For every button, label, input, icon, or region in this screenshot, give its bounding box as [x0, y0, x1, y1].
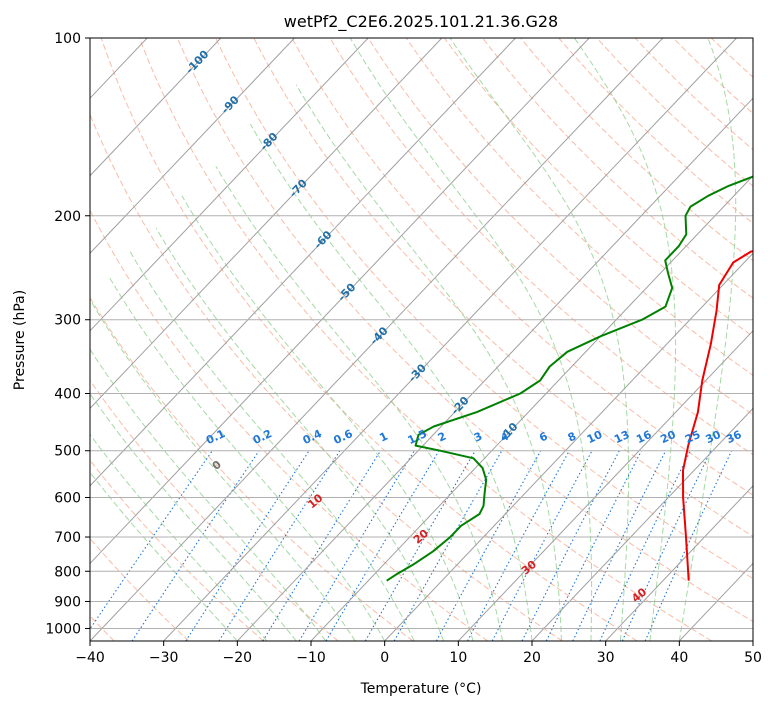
- mixing-ratio-line: [90, 450, 213, 630]
- moist-adiabat-line: [90, 392, 297, 641]
- isotherm-line: [90, 38, 590, 565]
- mixing-ratio-label: 10: [585, 428, 605, 446]
- x-tick-label: −20: [223, 650, 253, 666]
- mixing-ratio-label: 20: [658, 428, 678, 446]
- isotherms: [90, 38, 753, 641]
- mixing-ratio-label: 16: [634, 428, 654, 446]
- moist-adiabat-line: [90, 433, 268, 641]
- isotherm-line: [90, 38, 664, 641]
- mixing-ratio-line: [621, 450, 712, 641]
- mixing-ratio-line: [393, 450, 503, 641]
- mixing-ratio-line: [262, 450, 382, 641]
- dry-adiabat-line: [90, 296, 414, 641]
- y-tick-label: 700: [54, 530, 81, 546]
- moist-adiabat-line: [90, 298, 356, 641]
- moist-adiabat-line: [181, 195, 474, 641]
- moist-adiabat-line: [349, 38, 593, 641]
- isotherm-line: [236, 97, 753, 641]
- dry-adiabat-line: [215, 38, 753, 580]
- dry-adiabat-line: [90, 459, 264, 641]
- dry-adiabats: [90, 38, 753, 641]
- moist-adiabat-line: [109, 277, 386, 641]
- dry-adiabat-line: [443, 38, 753, 338]
- y-tick-label: 900: [54, 594, 81, 610]
- x-axis-label: Temperature (°C): [360, 681, 482, 697]
- mixing-ratio-label: 13: [612, 428, 631, 446]
- dry-adiabat-line: [100, 38, 638, 641]
- y-tick-label: 1000: [45, 621, 81, 637]
- mixing-ratio-label: 36: [724, 428, 744, 446]
- plot-frame: [89, 37, 754, 642]
- dry-adiabat-line: [329, 38, 753, 456]
- moist-adiabat-line: [215, 166, 503, 641]
- x-tick-label: 30: [597, 650, 615, 666]
- isotherm-line: [384, 252, 753, 641]
- moist-adiabats: [90, 38, 737, 641]
- x-tick-label: 20: [523, 650, 541, 666]
- dewpoint-line: [386, 175, 753, 582]
- mixing-ratio-line: [521, 450, 620, 641]
- isotherm-line: [90, 38, 516, 487]
- x-axis-ticks: −40 −30 −20 −10 0 10 20 30 40 50: [75, 641, 762, 666]
- mixing-ratio-line: [185, 450, 310, 641]
- y-tick-label: 500: [54, 444, 81, 460]
- moist-adiabat-line: [295, 84, 562, 641]
- isotherm-line: [531, 407, 753, 641]
- dry-adiabat-line: [90, 113, 563, 641]
- x-tick-label: −30: [149, 650, 179, 666]
- isotherm-line: [605, 485, 753, 641]
- moist-adiabat-line: [449, 38, 629, 641]
- mixing-ratio-label: 25: [683, 428, 702, 446]
- dry-adiabat-line: [405, 38, 753, 376]
- moist-adiabat-line: [573, 38, 677, 641]
- x-tick-label: 50: [744, 650, 762, 666]
- isotherm-line: [163, 38, 737, 641]
- mixing-ratio-line: [435, 450, 542, 641]
- x-tick-label: 0: [380, 650, 389, 666]
- isotherm-line: [457, 330, 753, 641]
- moist-adiabat-line: [155, 228, 445, 641]
- isotherm-line: [90, 38, 295, 255]
- moist-adiabat-line: [678, 38, 737, 641]
- moist-adiabat-line: [129, 251, 415, 641]
- chart-title: wetPf2_C2E6.2025.101.21.36.G28: [284, 12, 558, 32]
- isotherm-line: [90, 38, 369, 332]
- moist-adiabat-line: [90, 348, 327, 641]
- y-tick-label: 800: [54, 564, 81, 580]
- y-axis-ticks: 100 200 300 400 500 600 700 800 900 1000: [45, 31, 90, 637]
- dry-adiabat-line: [176, 38, 753, 623]
- temperature-line: [682, 250, 753, 581]
- isotherm-line: [90, 38, 222, 177]
- plot-area: -100-90-80-70-60-50-40-30-20-100.1 0.2 0.4…: [90, 38, 753, 641]
- y-tick-label: 600: [54, 490, 81, 506]
- mixing-ratio-line: [545, 450, 642, 641]
- dry-adiabat-line: [138, 38, 712, 641]
- x-tick-label: 10: [449, 650, 467, 666]
- x-tick-label: 40: [670, 650, 688, 666]
- y-axis-label: Pressure (hPa): [12, 290, 28, 390]
- y-tick-label: 400: [54, 387, 81, 403]
- moist-adiabat-line: [90, 471, 238, 641]
- y-tick-label: 200: [54, 209, 81, 225]
- x-tick-label: −40: [75, 650, 105, 666]
- y-tick-label: 100: [54, 31, 81, 47]
- isotherm-line: [90, 38, 443, 410]
- x-tick-label: −10: [296, 650, 326, 666]
- profile-lines: [386, 175, 753, 582]
- mixing-ratio-label: 30: [704, 428, 724, 446]
- isotherm-line: [310, 175, 753, 641]
- y-tick-label: 300: [54, 313, 81, 329]
- dry-adiabat-line: [90, 209, 488, 641]
- dry-adiabat-line: [291, 38, 753, 496]
